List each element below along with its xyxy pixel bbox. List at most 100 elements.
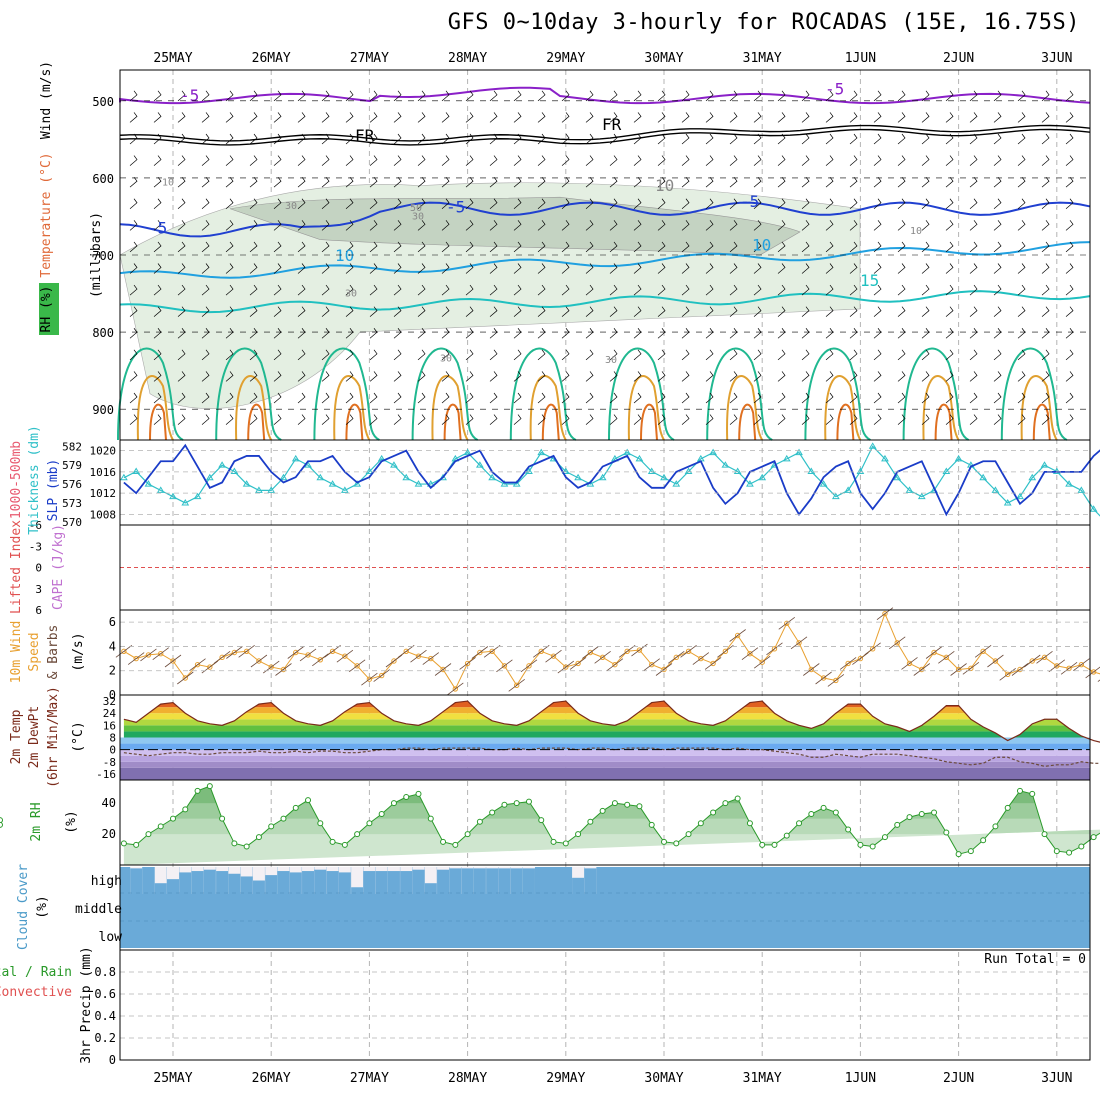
rh2m-panel: 40 20 (0, 783, 1100, 865)
wind-barb (705, 414, 714, 425)
rh2m-point (157, 823, 164, 830)
wind-speed-point (133, 655, 139, 662)
wind-barb (393, 371, 402, 382)
rh2m-point (808, 811, 815, 817)
wind-barb-10m (545, 649, 562, 663)
wind-barb (201, 263, 210, 274)
wind-barb (777, 263, 786, 274)
cloud-panel: high middle low (75, 867, 1090, 948)
wind-barb (297, 155, 306, 166)
cloud-high-bar-gap (130, 868, 143, 894)
wind-barb-10m (643, 658, 660, 671)
thickness-marker (684, 467, 693, 474)
wind-barb (177, 90, 186, 102)
wind-barb (489, 112, 498, 123)
wind-barb (1065, 220, 1074, 231)
precip-tick: 0 (109, 1053, 116, 1067)
thickness-marker (647, 467, 656, 474)
wind-barb (489, 306, 498, 317)
wind-barb (729, 90, 738, 102)
wind-barb (561, 90, 570, 102)
wind-barb-10m (373, 669, 390, 682)
wind-barb (441, 90, 450, 102)
wind-barb (273, 392, 282, 404)
wind-barb (273, 198, 282, 210)
wind-barb-10m (876, 607, 894, 620)
isotherm-20-lobe (215, 347, 282, 441)
contour-label: 10 (752, 235, 771, 254)
cloud-high-bar-gap (277, 871, 290, 894)
rh2m-point (206, 783, 213, 790)
wind-barb (921, 414, 930, 425)
wind-barb (273, 306, 282, 317)
temp-tick: 8 (109, 732, 116, 745)
wind-barb (153, 284, 162, 296)
wind-barb-10m (1011, 663, 1029, 676)
wind-barb (537, 112, 546, 123)
wind-barb (921, 371, 930, 382)
cloud-high-bar-gap (375, 871, 388, 894)
wind-barb (465, 112, 474, 123)
wind-barb (945, 155, 954, 166)
wind-barb (489, 371, 498, 382)
wind-barb (705, 306, 714, 317)
wind-barb (993, 155, 1002, 166)
wind-barb (249, 392, 258, 404)
wind-barb (849, 392, 858, 404)
wind-barb (897, 133, 906, 145)
isotherm-20-lobe (313, 347, 380, 441)
wind-barb-10m (606, 658, 624, 671)
wind-barb (801, 392, 810, 404)
wind-barb (801, 414, 810, 425)
wind-barb-10m (717, 644, 734, 658)
wind-barb (681, 414, 690, 425)
wind-barb (249, 133, 258, 145)
wind-barb (849, 155, 858, 166)
rh2m-point (317, 820, 324, 827)
rh2m-point (280, 815, 287, 822)
wind-barb (585, 198, 594, 210)
wind-barb (321, 284, 330, 296)
wind-barb (585, 112, 594, 123)
wind-barb (513, 371, 522, 382)
rh2m-point (194, 787, 201, 794)
wind-barb (753, 284, 762, 296)
wind-barb (657, 112, 666, 123)
wind-barb (921, 284, 930, 296)
wind-barb (873, 198, 882, 210)
wind-barb (609, 306, 618, 317)
wind-barb (681, 241, 690, 253)
thickness-marker (316, 473, 325, 481)
wind-barb-10m (201, 660, 219, 674)
precip-tick: 0.4 (94, 1009, 116, 1023)
rh2m-point (329, 838, 336, 845)
wind-barb (825, 284, 834, 296)
wind-barb (345, 371, 354, 382)
wind-barb (489, 392, 498, 404)
date-label-top: 26MAY (252, 51, 291, 66)
slp-tick: 1020 (90, 445, 117, 458)
wind-barb-10m (852, 652, 869, 665)
wind-barb (249, 220, 258, 231)
thickness-marker (512, 480, 521, 487)
wind-barb (705, 371, 714, 382)
rh2m-point (992, 823, 999, 830)
thickness-marker (525, 467, 533, 474)
wind-barb (417, 155, 426, 166)
wind-speed-point (882, 610, 888, 617)
wind-barb (393, 284, 402, 296)
wind-barb (225, 198, 234, 210)
cloud-high-bar-gap (351, 887, 364, 894)
wind-speed-point (673, 654, 679, 661)
wind-barb-10m (471, 646, 489, 659)
wind-speed-point (145, 652, 152, 658)
wind-barb (993, 328, 1002, 339)
thickness-marker (340, 486, 349, 493)
wind-barb (417, 349, 426, 361)
rh2m-point (292, 804, 299, 811)
side-labels: RH (%) Temperature (°C) Wind (m/s) (milliba… (0, 61, 104, 1064)
wind-barb (201, 90, 210, 102)
wind-barb (297, 198, 306, 210)
isotherm-20-lobe (509, 347, 577, 441)
wind-barb (369, 414, 378, 425)
